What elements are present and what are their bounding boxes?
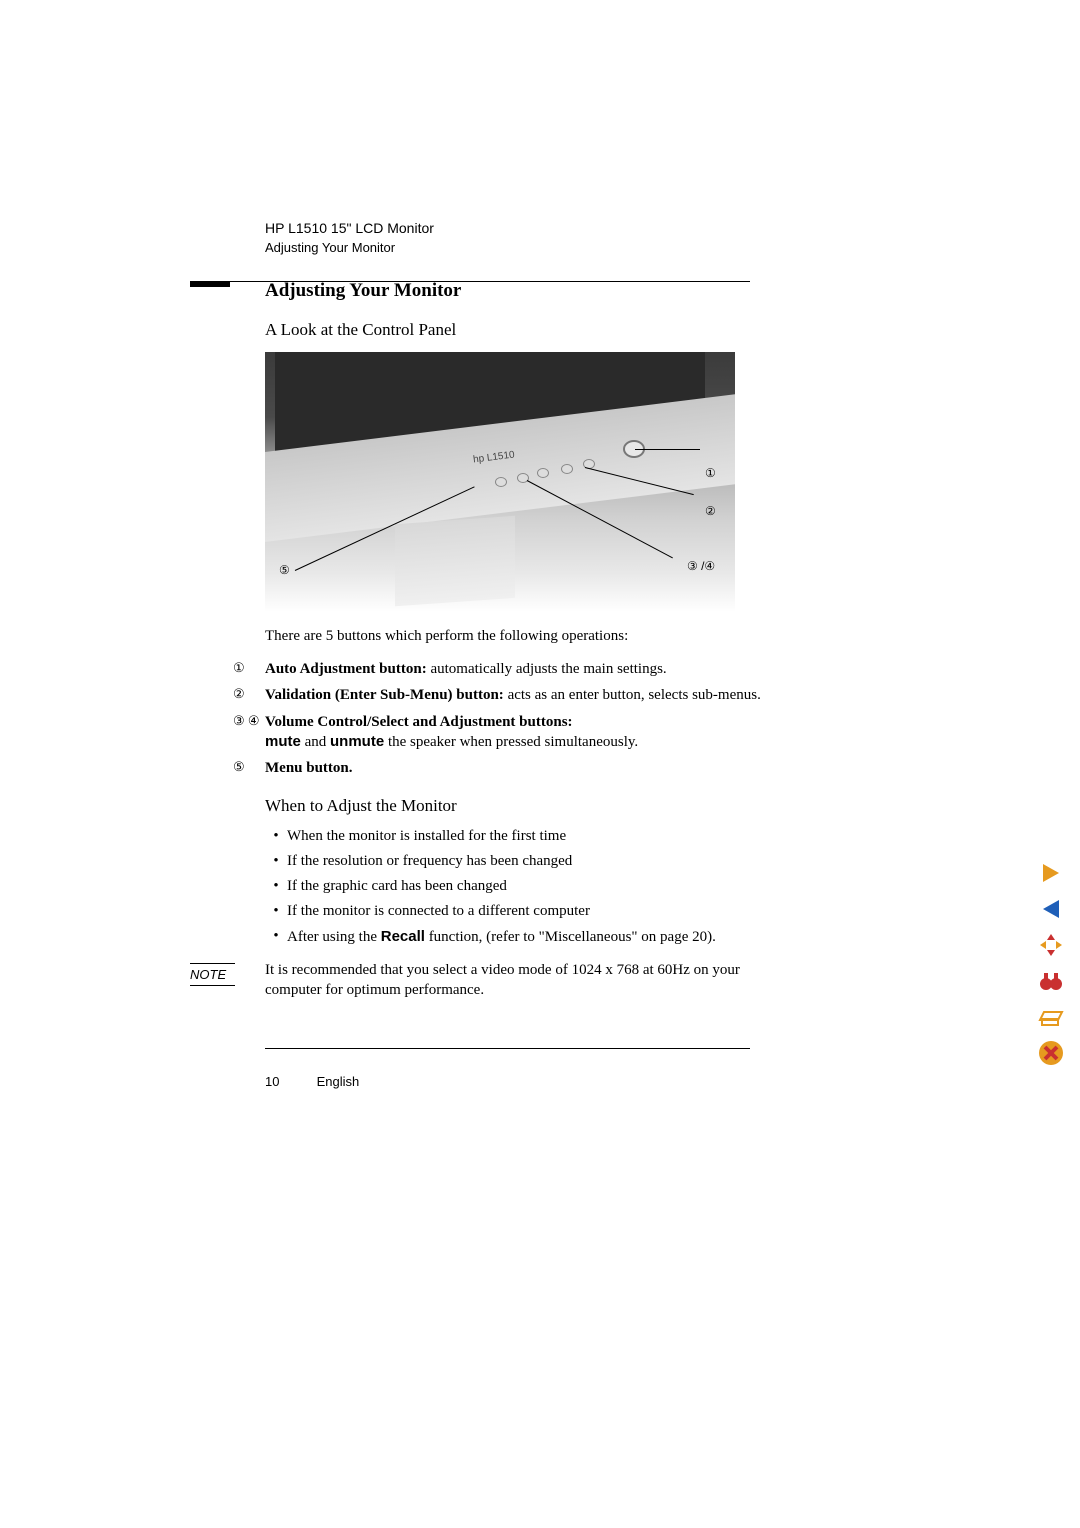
callout-2: ② [705, 504, 716, 518]
close-icon [1038, 1040, 1064, 1066]
callout-1: ① [705, 466, 716, 480]
item-number: ① [233, 659, 265, 679]
binoculars-icon [1039, 970, 1063, 992]
bullet-item: If the resolution or frequency has been … [265, 851, 825, 872]
list-item-1: ① Auto Adjustment button: automatically … [265, 659, 825, 679]
play-left-icon [1040, 898, 1062, 920]
item-mid: and [301, 734, 330, 750]
bullet-text: If the monitor is connected to a differe… [287, 901, 590, 922]
header-product: HP L1510 15" LCD Monitor [265, 220, 825, 236]
item-number: ⑤ [233, 758, 265, 778]
next-page-button[interactable] [1036, 860, 1066, 886]
bullet-text: If the resolution or frequency has been … [287, 851, 572, 872]
figure-button [537, 468, 549, 478]
printer-icon [1038, 1006, 1064, 1028]
control-panel-figure: hp L1510 ① ② ③ /④ ⑤ [265, 352, 735, 612]
footer-language: English [317, 1074, 360, 1089]
section-subtitle: A Look at the Control Panel [265, 320, 825, 340]
item-bold: Validation (Enter Sub-Menu) button: [265, 687, 504, 703]
bullet-pre: After using the [287, 929, 381, 945]
when-adjust-list: When the monitor is installed for the fi… [265, 826, 825, 948]
item-end: the speaker when pressed simultaneously. [384, 734, 638, 750]
item-rest: automatically adjusts the main settings. [427, 661, 667, 677]
item-bold: Volume Control/Select and Adjustment but… [265, 714, 573, 730]
page-number: 10 [265, 1074, 313, 1089]
list-item-4: ⑤ Menu button. [265, 758, 825, 778]
bullet-item: After using the Recall function, (refer … [265, 926, 825, 948]
figure-button [561, 464, 573, 474]
bullet-item: If the monitor is connected to a differe… [265, 901, 825, 922]
intro-text: There are 5 buttons which perform the fo… [265, 628, 825, 645]
fit-view-button[interactable] [1036, 932, 1066, 958]
print-button[interactable] [1036, 1004, 1066, 1030]
page-content: HP L1510 15" LCD Monitor Adjusting Your … [265, 220, 825, 952]
bullet-text: When the monitor is installed for the fi… [287, 826, 566, 847]
item-bold: Menu button. [265, 760, 353, 776]
close-button[interactable] [1036, 1040, 1066, 1066]
item-sans: mute [265, 733, 301, 750]
arrows-out-icon [1039, 933, 1063, 957]
subsection-title: When to Adjust the Monitor [265, 796, 825, 816]
callout-3-4: ③ /④ [687, 559, 715, 573]
pdf-toolbar [1030, 860, 1072, 1066]
page-footer: 10 English [265, 1074, 359, 1089]
callout-5: ⑤ [279, 563, 290, 577]
bookmark-button[interactable] [1036, 968, 1066, 994]
item-rest: acts as an enter button, selects sub-men… [504, 687, 761, 703]
bullet-post: function, (refer to "Miscellaneous" on p… [425, 929, 716, 945]
item-number: ② [233, 685, 265, 705]
list-item-2: ② Validation (Enter Sub-Menu) button: ac… [265, 685, 825, 705]
button-list: ① Auto Adjustment button: automatically … [265, 659, 825, 778]
bullet-item: If the graphic card has been changed [265, 876, 825, 897]
prev-page-button[interactable] [1036, 896, 1066, 922]
list-item-3: ③ ④ Volume Control/Select and Adjustment… [265, 712, 825, 753]
item-bold: Auto Adjustment button: [265, 661, 427, 677]
note-text: It is recommended that you select a vide… [265, 960, 750, 1001]
section-title: Adjusting Your Monitor [265, 280, 825, 302]
footer-rule [265, 1048, 750, 1049]
play-right-icon [1040, 862, 1062, 884]
bullet-text: If the graphic card has been changed [287, 876, 507, 897]
figure-stand [395, 516, 515, 606]
callout-line [635, 449, 700, 450]
header-section: Adjusting Your Monitor [265, 240, 825, 255]
figure-button [495, 477, 507, 487]
note-label: NOTE [190, 963, 235, 986]
bullet-item: When the monitor is installed for the fi… [265, 826, 825, 847]
item-sans: unmute [330, 733, 384, 750]
bullet-bold: Recall [381, 928, 425, 945]
item-number: ③ ④ [233, 712, 265, 753]
